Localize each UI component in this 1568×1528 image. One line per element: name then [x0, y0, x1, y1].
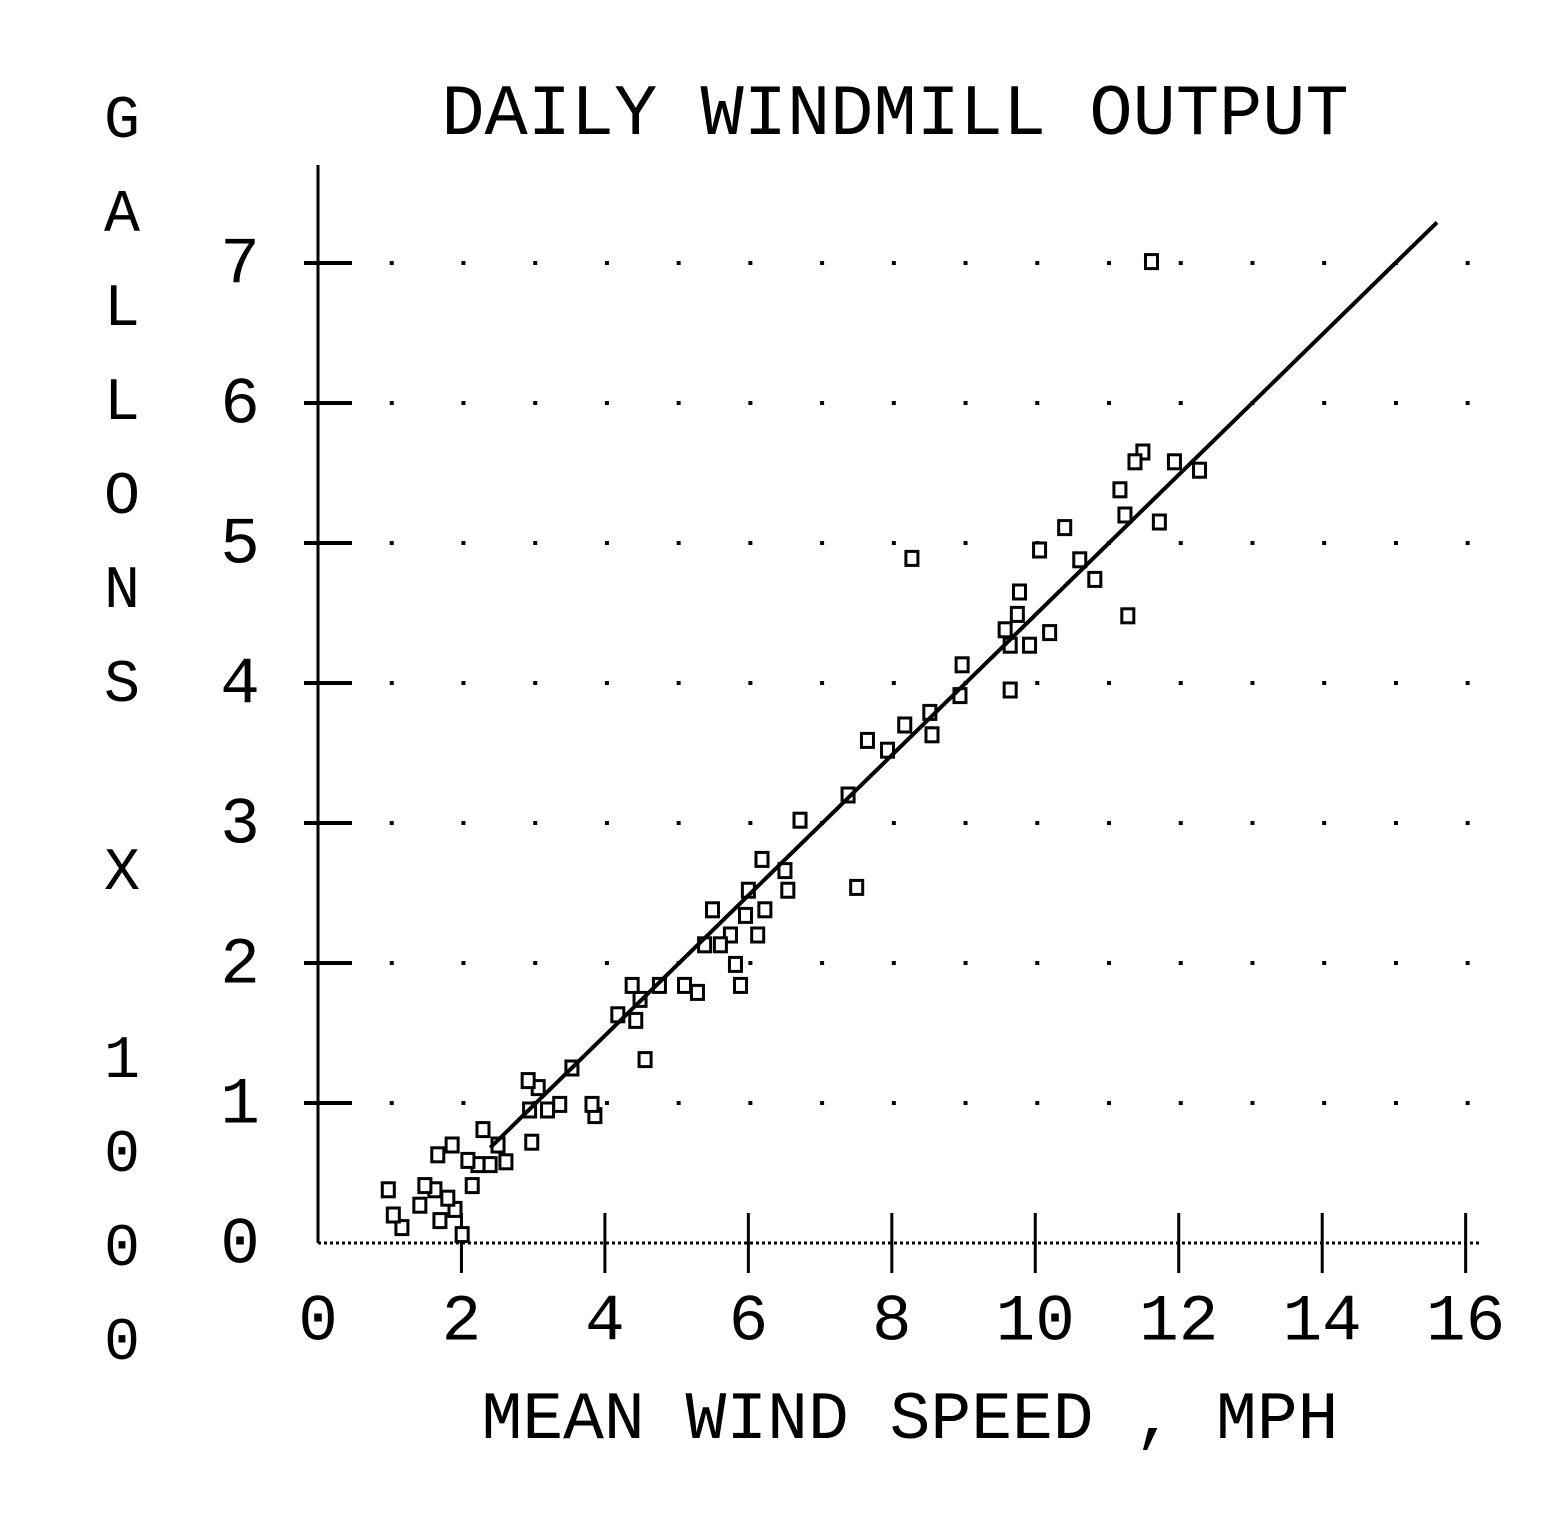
data-point	[1127, 453, 1143, 471]
fit-line	[488, 220, 1439, 1150]
y-tick-label: 5	[220, 507, 260, 582]
y-tick-label: 2	[220, 927, 260, 1002]
data-point	[454, 1226, 470, 1244]
data-point	[904, 549, 920, 567]
x-tick-label: 0	[298, 1284, 338, 1359]
data-point	[859, 731, 875, 749]
data-point	[584, 1095, 600, 1113]
data-point	[432, 1212, 448, 1230]
data-point	[394, 1219, 410, 1237]
data-point	[444, 1136, 460, 1154]
x-tick-label: 4	[585, 1284, 625, 1359]
data-point	[1120, 607, 1136, 625]
x-tick-label: 16	[1426, 1284, 1505, 1359]
data-point	[780, 881, 796, 899]
data-point	[464, 1177, 480, 1195]
data-point	[727, 955, 743, 973]
data-point	[1009, 605, 1025, 623]
data-point	[705, 901, 721, 919]
data-point	[792, 811, 808, 829]
data-point	[417, 1177, 433, 1195]
data-point	[1112, 481, 1128, 499]
y-tick-label: 3	[220, 787, 260, 862]
data-point	[1087, 570, 1103, 588]
data-point	[954, 656, 970, 674]
data-point	[628, 1011, 644, 1029]
data-point	[624, 976, 640, 994]
data-point	[750, 926, 766, 944]
data-point	[430, 1146, 446, 1164]
data-point	[997, 621, 1013, 639]
data-point	[732, 976, 748, 994]
data-point	[637, 1051, 653, 1069]
data-point	[475, 1121, 491, 1139]
data-point	[440, 1189, 456, 1207]
data-point	[897, 716, 913, 734]
data-point	[385, 1206, 401, 1224]
data-point	[524, 1133, 540, 1151]
y-axis-label: GALLONS X 1000	[88, 88, 156, 1404]
chart-title: DAILY WINDMILL OUTPUT	[441, 74, 1348, 156]
data-point	[1166, 453, 1182, 471]
data-point	[540, 1101, 556, 1119]
data-point	[1032, 541, 1048, 559]
x-tick-label: 8	[872, 1284, 912, 1359]
data-point	[754, 850, 770, 868]
data-point	[712, 936, 728, 954]
data-point	[482, 1156, 498, 1174]
x-tick-label: 6	[729, 1284, 769, 1359]
data-point	[1143, 253, 1159, 271]
y-tick-label: 6	[220, 367, 260, 442]
data-point	[757, 901, 773, 919]
data-point	[1042, 624, 1058, 642]
data-point	[460, 1151, 476, 1169]
x-axis-label: MEAN WIND SPEED , MPH	[482, 1382, 1339, 1459]
data-point	[689, 983, 705, 1001]
data-point	[380, 1181, 396, 1199]
data-point	[1002, 681, 1018, 699]
data-point	[1192, 461, 1208, 479]
data-point	[1151, 513, 1167, 531]
data-point	[777, 862, 793, 880]
data-point	[924, 726, 940, 744]
data-point	[552, 1095, 568, 1113]
data-point	[1012, 583, 1028, 601]
x-tick-label: 2	[442, 1284, 482, 1359]
y-tick-label: 4	[220, 647, 260, 722]
data-point	[1022, 636, 1038, 654]
data-point	[1072, 551, 1088, 569]
y-tick-label: 0	[220, 1207, 260, 1282]
data-point	[498, 1153, 514, 1171]
data-point	[520, 1072, 536, 1090]
data-point	[412, 1196, 428, 1214]
data-point	[1117, 506, 1133, 524]
x-tick-label: 10	[996, 1284, 1075, 1359]
data-point	[849, 878, 865, 896]
x-tick-label: 12	[1139, 1284, 1218, 1359]
y-tick-label: 7	[220, 227, 260, 302]
data-point	[677, 976, 693, 994]
y-tick-label: 1	[220, 1067, 260, 1142]
data-point	[738, 906, 754, 924]
data-point	[1057, 519, 1073, 537]
x-tick-label: 14	[1283, 1284, 1362, 1359]
